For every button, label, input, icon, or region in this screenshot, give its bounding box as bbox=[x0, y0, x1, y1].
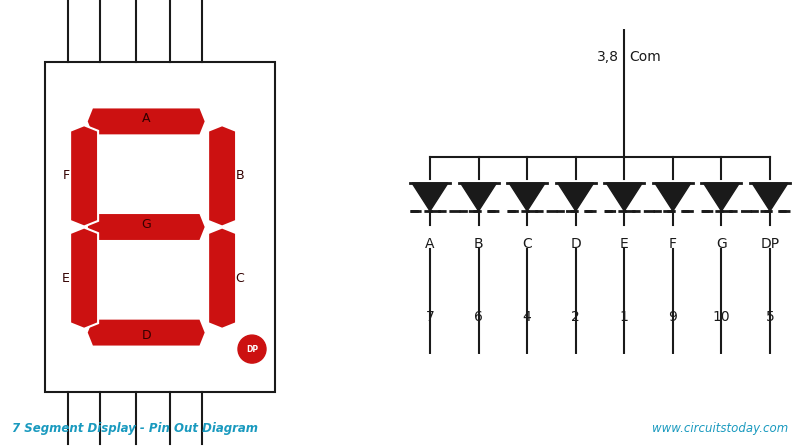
Text: 4: 4 bbox=[522, 310, 531, 324]
Polygon shape bbox=[70, 125, 98, 227]
Circle shape bbox=[418, 355, 442, 379]
Text: 10: 10 bbox=[713, 310, 730, 324]
Text: D: D bbox=[570, 237, 581, 251]
Text: B: B bbox=[474, 237, 483, 251]
Polygon shape bbox=[70, 228, 98, 329]
Text: 7: 7 bbox=[426, 310, 434, 324]
Polygon shape bbox=[752, 183, 788, 211]
Polygon shape bbox=[606, 183, 642, 211]
Polygon shape bbox=[208, 228, 236, 329]
Circle shape bbox=[710, 355, 734, 379]
Polygon shape bbox=[86, 107, 206, 135]
Text: B: B bbox=[236, 169, 245, 182]
Text: G: G bbox=[716, 237, 727, 251]
Polygon shape bbox=[208, 125, 236, 227]
Circle shape bbox=[515, 355, 539, 379]
Text: A: A bbox=[142, 112, 150, 125]
Text: F: F bbox=[669, 237, 677, 251]
Circle shape bbox=[612, 355, 636, 379]
Text: 3,8: 3,8 bbox=[598, 50, 619, 64]
Polygon shape bbox=[461, 183, 497, 211]
Text: 9: 9 bbox=[669, 310, 678, 324]
Text: F: F bbox=[62, 169, 70, 182]
Polygon shape bbox=[86, 213, 206, 241]
Text: Com: Com bbox=[630, 50, 661, 64]
Text: DP: DP bbox=[246, 345, 258, 354]
Text: C: C bbox=[522, 237, 532, 251]
Circle shape bbox=[758, 355, 782, 379]
Polygon shape bbox=[509, 183, 545, 211]
Circle shape bbox=[466, 355, 490, 379]
Text: 5: 5 bbox=[766, 310, 774, 324]
Polygon shape bbox=[86, 319, 206, 346]
Polygon shape bbox=[655, 183, 691, 211]
Text: A: A bbox=[426, 237, 434, 251]
Circle shape bbox=[614, 6, 635, 28]
Circle shape bbox=[564, 355, 588, 379]
Text: E: E bbox=[62, 272, 70, 285]
Circle shape bbox=[238, 335, 266, 363]
Text: E: E bbox=[620, 237, 629, 251]
Bar bbox=[45, 62, 275, 392]
Text: 1: 1 bbox=[620, 310, 629, 324]
Text: C: C bbox=[236, 272, 245, 285]
Text: 7 Segment Display - Pin Out Diagram: 7 Segment Display - Pin Out Diagram bbox=[12, 422, 258, 435]
Text: D: D bbox=[142, 329, 151, 342]
Polygon shape bbox=[558, 183, 594, 211]
Polygon shape bbox=[412, 183, 448, 211]
Text: 6: 6 bbox=[474, 310, 483, 324]
Text: DP: DP bbox=[761, 237, 779, 251]
Text: www.circuitstoday.com: www.circuitstoday.com bbox=[652, 422, 788, 435]
Circle shape bbox=[661, 355, 685, 379]
Text: G: G bbox=[142, 218, 151, 231]
Polygon shape bbox=[703, 183, 739, 211]
Text: 2: 2 bbox=[571, 310, 580, 324]
